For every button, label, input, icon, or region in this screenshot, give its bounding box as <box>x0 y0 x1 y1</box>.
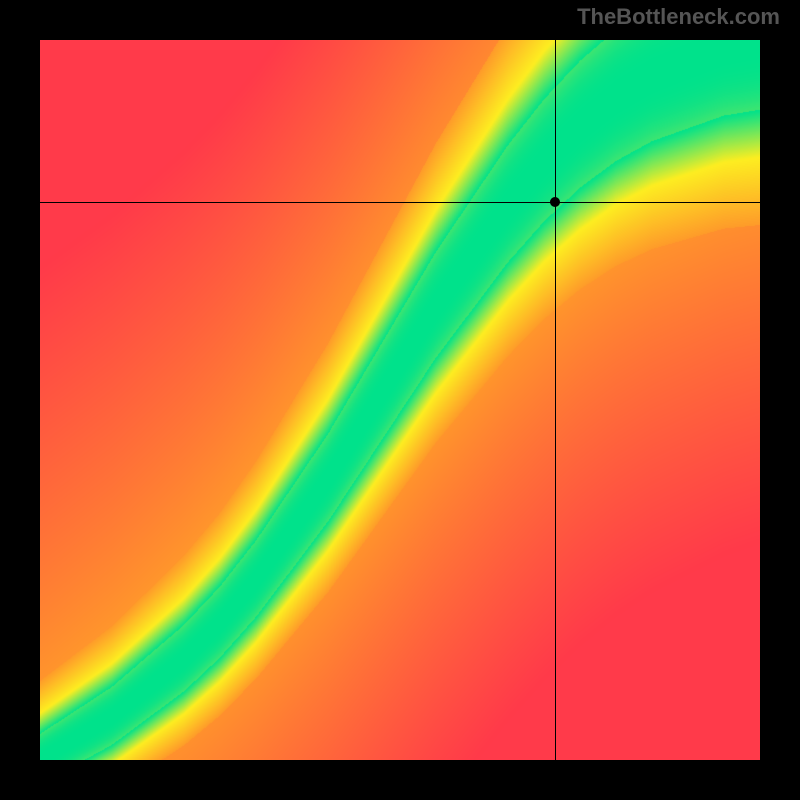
watermark-text: TheBottleneck.com <box>577 4 780 30</box>
crosshair-marker <box>550 197 560 207</box>
chart-container: TheBottleneck.com <box>0 0 800 800</box>
crosshair-vertical <box>555 40 556 760</box>
heatmap-canvas <box>40 40 760 760</box>
crosshair-horizontal <box>40 202 760 203</box>
chart-area <box>40 40 760 760</box>
